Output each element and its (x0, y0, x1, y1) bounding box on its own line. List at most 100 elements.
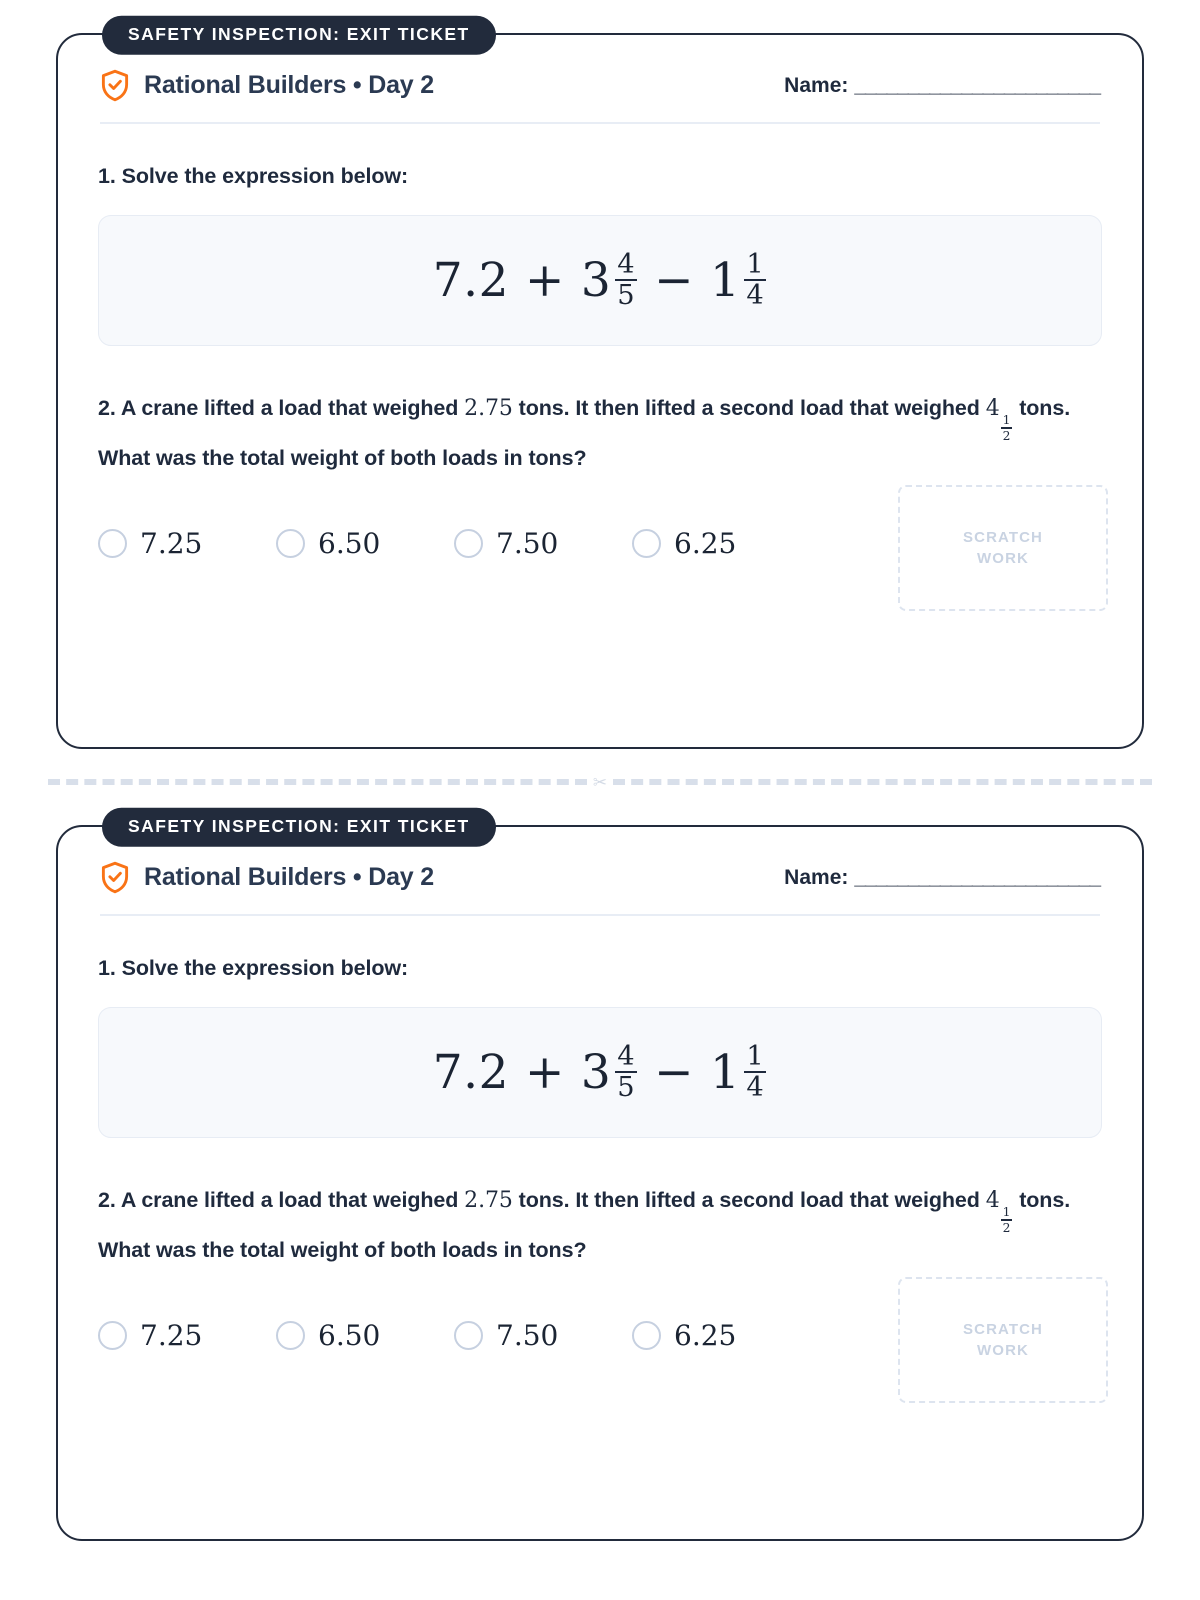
scissors-icon: ✂ (592, 772, 608, 792)
expr-term-2: 3 4 5 (581, 251, 638, 309)
cut-line-dashes-left (48, 779, 587, 785)
shield-check-icon (100, 69, 130, 102)
answer-option-1[interactable]: 7.25 (98, 527, 276, 560)
expr-term-3-fraction: 1 4 (744, 1043, 767, 1103)
question-2-number: 2. (98, 1187, 116, 1212)
exit-ticket-copy-1: SAFETY INSPECTION: EXIT TICKET Rational … (56, 0, 1144, 749)
question-1-prompt: Solve the expression below: (121, 164, 409, 188)
ticket-brand: Rational Builders • Day 2 (100, 861, 434, 894)
answer-options: 7.25 6.50 7.50 6.25 SCRATCH WORK (98, 1276, 1108, 1403)
question-2-unit-1: tons (518, 395, 564, 420)
expr-term-2-numerator: 4 (617, 249, 636, 281)
fraction-bar (615, 279, 638, 281)
name-label: Name: (784, 865, 849, 889)
question-1-number: 1. (98, 164, 116, 188)
scratch-work-line-1: SCRATCH (963, 528, 1043, 546)
expr-term-2-numerator: 4 (617, 1041, 636, 1073)
ticket-badge: SAFETY INSPECTION: EXIT TICKET (102, 807, 496, 847)
answer-option-1-label: 7.25 (140, 1318, 203, 1352)
scratch-work-area[interactable]: SCRATCH WORK (898, 1276, 1108, 1403)
fraction-bar (1000, 1219, 1013, 1221)
fraction-bar (744, 279, 767, 281)
expr-term-2: 3 4 5 (581, 1043, 638, 1101)
expression-box: 7.2 + 3 4 5 − 1 1 (98, 1006, 1102, 1138)
name-field[interactable]: Name: _______________________ (784, 73, 1101, 98)
expr-term-3-fraction: 1 4 (744, 251, 767, 309)
ticket-card: SAFETY INSPECTION: EXIT TICKET Rational … (56, 807, 1144, 1541)
answer-option-1-label: 7.25 (140, 526, 203, 560)
ticket-header: Rational Builders • Day 2 Name: ________… (98, 857, 1102, 894)
question-2: 2. A crane lifted a load that weighed 2.… (98, 1184, 1102, 1267)
question-2-value-2-numerator: 1 (1002, 1204, 1011, 1219)
question-2-text-3: . What was the total weight of both load… (98, 1187, 1071, 1262)
expr-operator-1: + (524, 252, 565, 308)
question-2-text-3: . What was the total weight of both load… (98, 395, 1071, 470)
scratch-work-line-1: SCRATCH (963, 1320, 1043, 1338)
expr-operator-2: − (654, 252, 695, 308)
answer-option-2-label: 6.50 (318, 1318, 381, 1352)
expr-term-2-fraction: 4 5 (615, 1041, 638, 1103)
answer-option-3[interactable]: 7.50 (454, 1319, 632, 1352)
cut-line: ✂ (48, 771, 1152, 793)
radio-button[interactable] (632, 528, 661, 558)
name-field[interactable]: Name: _______________________ (784, 865, 1101, 890)
question-2-value-2-whole: 4 (985, 395, 1000, 421)
expr-term-1: 7.2 (432, 252, 509, 308)
brand-label: Rational Builders • Day 2 (144, 71, 434, 99)
answer-option-3[interactable]: 7.50 (454, 527, 632, 560)
answer-option-4-label: 6.25 (674, 1318, 737, 1352)
answer-option-4-label: 6.25 (674, 526, 737, 560)
expression: 7.2 + 3 4 5 − 1 1 (433, 251, 768, 309)
question-2-value-2-numerator: 1 (1002, 412, 1011, 427)
question-2: 2. A crane lifted a load that weighed 2.… (98, 392, 1102, 475)
radio-button[interactable] (632, 1320, 661, 1350)
radio-button[interactable] (98, 1320, 127, 1350)
radio-button[interactable] (98, 528, 127, 558)
name-label: Name: (784, 73, 849, 97)
question-2-value-2-denominator: 2 (1002, 428, 1011, 443)
header-divider (100, 122, 1100, 124)
expr-term-2-denominator: 5 (617, 279, 636, 311)
question-2-text-2: . It then lifted a second load that weig… (563, 1187, 980, 1212)
name-write-line[interactable]: _______________________ (854, 73, 1101, 97)
expression-box: 7.2 + 3 4 5 − 1 1 (98, 214, 1102, 346)
answer-options: 7.25 6.50 7.50 6.25 SCRATCH WORK (98, 484, 1108, 611)
expr-term-3-whole: 1 (710, 1044, 741, 1100)
expr-operator-1: + (524, 1044, 565, 1100)
expr-term-3-denominator: 4 (746, 1071, 765, 1103)
question-2-value-1: 2.75 (464, 395, 513, 421)
expr-operator-2: − (654, 1044, 695, 1100)
scratch-work-area[interactable]: SCRATCH WORK (898, 484, 1108, 611)
ticket-badge: SAFETY INSPECTION: EXIT TICKET (102, 15, 496, 55)
question-2-number: 2. (98, 395, 116, 420)
answer-option-2[interactable]: 6.50 (276, 1319, 454, 1352)
question-1-number: 1. (98, 956, 116, 980)
question-2-text-1: A crane lifted a load that weighed (120, 395, 459, 420)
answer-option-3-label: 7.50 (496, 1318, 559, 1352)
scratch-work-line-2: WORK (977, 549, 1029, 567)
ticket-brand: Rational Builders • Day 2 (100, 69, 434, 102)
fraction-bar (615, 1071, 638, 1073)
answer-option-1[interactable]: 7.25 (98, 1319, 276, 1352)
radio-button[interactable] (276, 528, 305, 558)
answer-option-3-label: 7.50 (496, 526, 559, 560)
radio-button[interactable] (454, 528, 483, 558)
fraction-bar (744, 1071, 767, 1073)
radio-button[interactable] (454, 1320, 483, 1350)
expr-term-3-whole: 1 (710, 252, 741, 308)
answer-option-4[interactable]: 6.25 (632, 1319, 810, 1352)
question-2-value-2-whole: 4 (985, 1187, 1000, 1213)
name-write-line[interactable]: _______________________ (854, 865, 1101, 889)
expr-term-3: 1 1 4 (710, 251, 767, 309)
question-2-value-2-denominator: 2 (1002, 1220, 1011, 1235)
exit-ticket-copy-2: SAFETY INSPECTION: EXIT TICKET Rational … (56, 793, 1144, 1541)
cut-line-dashes-right (613, 779, 1152, 785)
expr-term-2-denominator: 5 (617, 1071, 636, 1103)
answer-option-4[interactable]: 6.25 (632, 527, 810, 560)
radio-button[interactable] (276, 1320, 305, 1350)
ticket-header: Rational Builders • Day 2 Name: ________… (98, 65, 1102, 102)
fraction-bar (1000, 427, 1013, 429)
answer-option-2[interactable]: 6.50 (276, 527, 454, 560)
